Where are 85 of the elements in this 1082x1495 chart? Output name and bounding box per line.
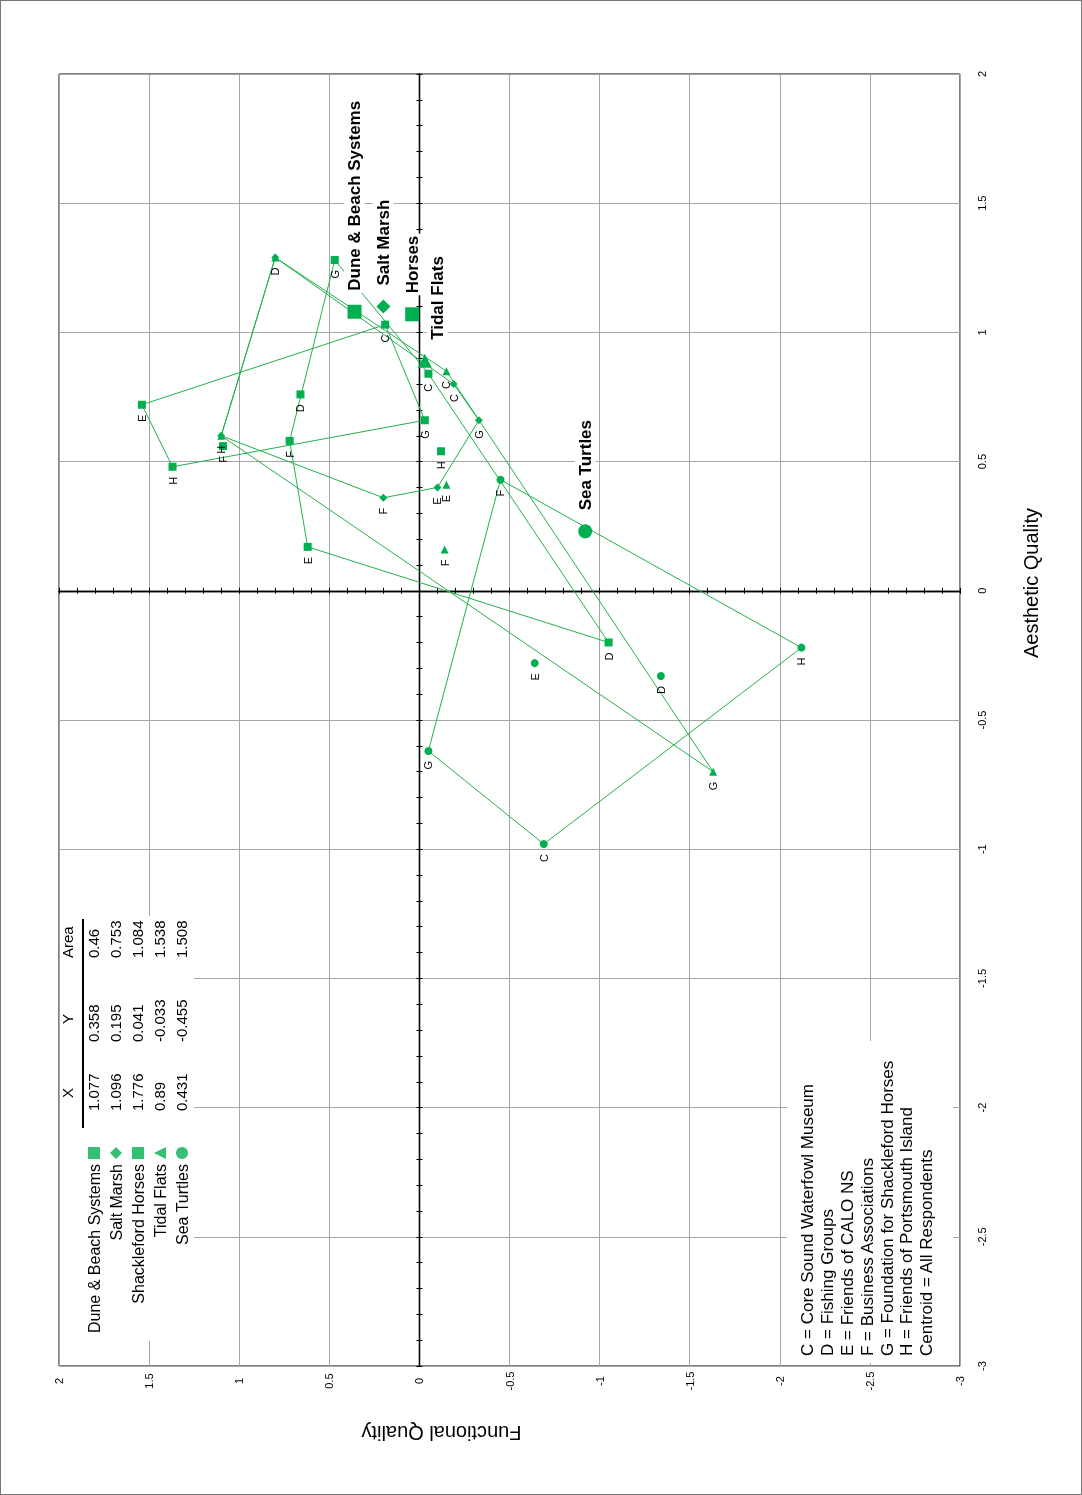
data-label: C — [379, 334, 392, 343]
data-label: D — [294, 404, 307, 413]
data-label: D — [654, 686, 667, 695]
y-tick-label: 0 — [975, 587, 988, 594]
data-label: Dune & Beach Systems — [345, 100, 365, 291]
annotation: X — [58, 1087, 77, 1098]
data-label: D — [602, 652, 615, 661]
legend-label: Salt Marsh — [107, 1164, 125, 1241]
data-label: C — [422, 383, 435, 392]
y-axis-title: Aesthetic Quality — [1020, 507, 1042, 659]
annotation: F = Business Associations — [857, 1157, 878, 1356]
annotation: 1.096 — [106, 1073, 125, 1111]
x-tick-label: -3 — [954, 1376, 966, 1386]
data-label: H — [166, 476, 179, 485]
annotation: 0.753 — [106, 920, 125, 958]
annotation: -0.033 — [150, 999, 169, 1042]
annotation: 0.431 — [172, 1073, 191, 1111]
data-label: Tidal Flats — [427, 256, 447, 340]
x-tick-label: -2.5 — [863, 1371, 876, 1391]
y-tick-label: -1.5 — [975, 968, 988, 988]
x-tick-label: -2 — [773, 1376, 786, 1386]
data-label: C — [537, 853, 550, 862]
data-label: G — [418, 430, 431, 439]
legend-label: Shackleford Horses — [129, 1164, 147, 1304]
annotation: 0.46 — [84, 928, 103, 958]
x-tick-label: -1.5 — [683, 1371, 696, 1391]
data-label: H — [795, 657, 808, 666]
legend-label: Tidal Flats — [151, 1164, 169, 1238]
data-label: F — [494, 489, 507, 497]
data-label: H — [435, 461, 448, 470]
annotation: 1.084 — [128, 920, 147, 958]
data-label: F — [438, 559, 451, 567]
legend-label: Sea Turtles — [173, 1164, 191, 1245]
annotation: Area — [58, 926, 77, 958]
x-axis-title: Functional Quality — [361, 1422, 522, 1444]
annotation: C = Core Sound Waterfowl Museum — [798, 1083, 819, 1356]
data-label: E — [301, 556, 314, 565]
data-label: C — [440, 381, 453, 390]
legend-label: Dune & Beach Systems — [85, 1164, 103, 1333]
y-tick-label: 1 — [975, 329, 988, 336]
data-label: Salt Marsh — [373, 199, 393, 286]
annotation: 1.077 — [84, 1073, 103, 1111]
y-tick-label: -2.5 — [975, 1227, 988, 1247]
x-tick-label: 0 — [413, 1377, 426, 1385]
data-label: H — [215, 445, 228, 454]
x-tick-label: -1 — [593, 1376, 606, 1386]
y-tick-label: 1.5 — [975, 195, 988, 211]
y-tick-label: -0.5 — [975, 710, 988, 730]
data-label: G — [422, 761, 435, 770]
annotation: 0.041 — [128, 1004, 147, 1042]
annotation: 0.195 — [106, 1004, 125, 1042]
data-label: G — [328, 270, 341, 279]
data-label: F — [216, 455, 229, 463]
data-label: E — [528, 673, 541, 681]
data-label: D — [269, 267, 282, 276]
data-label: Horses — [402, 235, 422, 294]
y-tick-label: -1 — [975, 844, 988, 855]
annotation: Y — [58, 1013, 77, 1024]
data-label: G — [472, 430, 485, 439]
data-label: C — [447, 394, 460, 403]
annotation: 1.508 — [172, 920, 191, 958]
data-label: E — [135, 414, 148, 423]
annotation: 0.89 — [150, 1081, 169, 1111]
annotation: E = Friends of CALO NS — [837, 1169, 858, 1356]
x-tick-label: -0.5 — [503, 1371, 516, 1391]
y-tick-label: -3 — [975, 1361, 988, 1371]
annotation: G = Foundation for Shackleford Horses — [877, 1059, 898, 1356]
data-label: F — [377, 507, 390, 515]
data-label: F — [283, 450, 296, 458]
x-tick-label: 1.5 — [143, 1373, 156, 1389]
y-tick-label: -2 — [975, 1102, 988, 1113]
y-tick-label: 2 — [975, 70, 988, 78]
x-tick-label: 0.5 — [323, 1373, 336, 1389]
annotation: 1.538 — [150, 920, 169, 958]
x-tick-label: 1 — [233, 1377, 246, 1385]
annotation: D = Fishing Groups — [818, 1208, 838, 1356]
x-tick-label: 2 — [53, 1377, 65, 1385]
y-tick-label: 0.5 — [975, 453, 988, 470]
annotation: 1.776 — [128, 1073, 147, 1111]
annotation: -0.455 — [172, 999, 191, 1042]
annotation: Centroid = All Respondents — [917, 1148, 937, 1356]
annotation: H = Friends of Portsmouth Island — [897, 1106, 918, 1356]
data-label: Sea Turtles — [575, 419, 595, 511]
data-label: G — [707, 781, 720, 791]
annotation: 0.358 — [84, 1004, 103, 1042]
